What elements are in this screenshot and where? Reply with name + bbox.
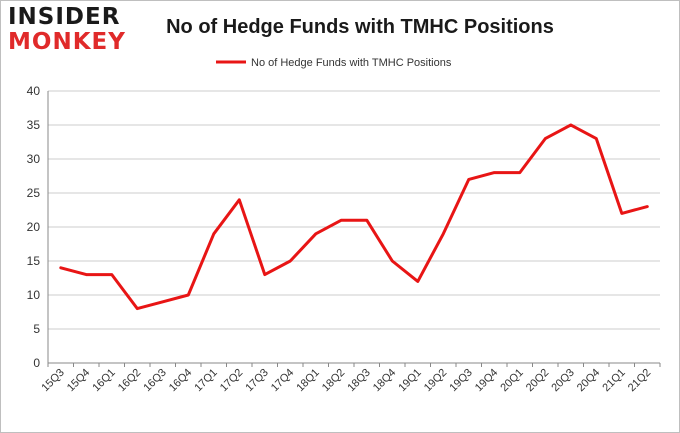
y-tick-labels: 0 5 10 15 20 25 30 35 40 (27, 84, 41, 370)
data-point (85, 273, 88, 276)
data-point (187, 294, 190, 296)
y-tick-label: 25 (27, 186, 41, 200)
data-point (442, 233, 445, 235)
x-tick-label: 18Q3 (345, 367, 373, 395)
data-point (59, 267, 62, 269)
x-tick-label: 16Q1 (90, 367, 118, 395)
data-point (365, 219, 368, 221)
x-tick-label: 16Q2 (116, 367, 144, 395)
gridlines (48, 90, 660, 330)
axes (47, 91, 661, 367)
legend-label: No of Hedge Funds with TMHC Positions (251, 57, 452, 69)
data-point (620, 212, 623, 215)
x-tick-label: 15Q4 (65, 367, 93, 395)
data-point (518, 171, 521, 174)
series (59, 123, 649, 311)
x-tick-label: 17Q2 (218, 367, 246, 395)
x-tick-label: 19Q1 (396, 367, 424, 395)
x-tick-label: 21Q1 (600, 367, 628, 395)
x-tick-label: 18Q4 (371, 367, 399, 395)
x-tick-label: 21Q2 (626, 367, 654, 395)
data-point (569, 124, 572, 126)
data-point (238, 199, 241, 201)
data-point (263, 273, 266, 276)
data-point (391, 260, 394, 262)
x-tick-label: 18Q1 (294, 367, 322, 395)
data-point (289, 260, 292, 262)
x-tick-labels: 15Q315Q416Q116Q216Q316Q417Q117Q217Q317Q4… (39, 367, 653, 395)
data-point (595, 137, 598, 140)
y-tick-label: 15 (27, 254, 41, 268)
insider-monkey-logo: INSIDER MONKEY (8, 6, 126, 54)
x-tick-label: 17Q4 (269, 367, 297, 395)
x-tick-label: 20Q4 (575, 367, 603, 395)
y-tick-label: 40 (27, 84, 41, 98)
logo-line2: MONKEY (8, 29, 126, 55)
data-point (493, 171, 496, 174)
data-point (136, 307, 139, 310)
y-tick-label: 20 (27, 220, 41, 234)
series-line-0 (59, 123, 649, 311)
data-point (544, 137, 547, 140)
logo-line1: INSIDER (8, 4, 121, 30)
x-tick-label: 19Q3 (447, 367, 475, 395)
x-tick-label: 20Q3 (549, 367, 577, 395)
x-tick-label: 17Q3 (243, 367, 271, 395)
data-point (110, 273, 113, 276)
data-point (646, 205, 649, 208)
x-tick-label: 20Q1 (498, 367, 526, 395)
x-tick-label: 18Q2 (320, 367, 348, 395)
x-tick-label: 16Q3 (141, 367, 169, 395)
chart-title: No of Hedge Funds with TMHC Positions (166, 16, 554, 38)
y-tick-label: 10 (27, 288, 41, 302)
y-tick-label: 30 (27, 152, 41, 166)
data-point (161, 301, 164, 303)
data-point (340, 219, 343, 221)
x-tick-label: 19Q2 (422, 367, 450, 395)
y-tick-label: 0 (33, 356, 40, 370)
x-tick-label: 19Q4 (473, 367, 501, 395)
data-point (416, 280, 419, 283)
x-tick-label: 15Q3 (39, 367, 67, 395)
data-point (212, 233, 215, 235)
x-tick-label: 16Q4 (167, 367, 195, 395)
x-tick-label: 20Q2 (524, 367, 552, 395)
x-tick-label: 17Q1 (192, 367, 220, 395)
legend: No of Hedge Funds with TMHC Positions (216, 57, 452, 69)
y-tick-label: 5 (33, 322, 40, 336)
y-tick-label: 35 (27, 118, 41, 132)
data-point (467, 178, 470, 181)
data-point (314, 233, 317, 235)
